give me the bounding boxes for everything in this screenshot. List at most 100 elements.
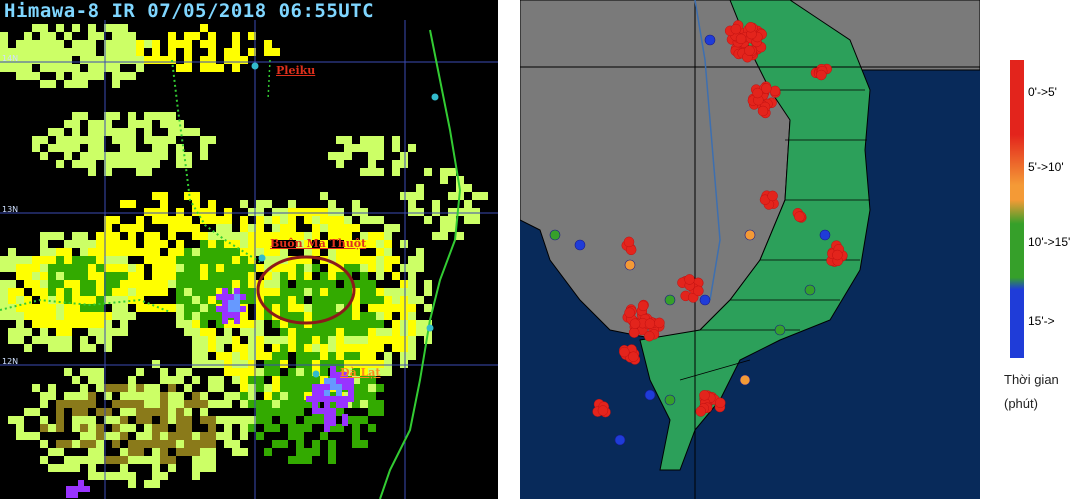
cloud-pixel [424,336,432,344]
cloud-pixel [104,408,112,416]
highlight-ellipse [256,255,356,325]
cloud-pixel [96,288,104,296]
cloud-pixel [40,232,48,240]
cloud-pixel [120,384,128,392]
cloud-pixel [384,312,392,320]
cloud-pixel [296,296,304,304]
cloud-pixel [128,264,136,272]
cloud-pixel [136,56,144,64]
cloud-pixel [360,320,368,328]
cloud-pixel [128,136,136,144]
cloud-pixel [272,320,280,328]
cloud-pixel [324,378,330,384]
cloud-pixel [64,80,72,88]
cloud-pixel [96,432,104,440]
cloud-pixel [48,128,56,136]
cloud-pixel [248,224,256,232]
cloud-pixel [112,136,120,144]
cloud-pixel [176,440,184,448]
cloud-pixel [32,408,40,416]
cloud-pixel [136,40,144,48]
cloud-pixel [240,56,248,64]
cloud-pixel [48,144,56,152]
cloud-pixel [320,224,328,232]
cloud-pixel [72,120,80,128]
lightning-strike [684,274,695,285]
cloud-pixel [296,208,304,216]
cloud-pixel [352,400,360,408]
cloud-pixel [64,248,72,256]
cloud-pixel [232,232,240,240]
cloud-pixel [128,272,136,280]
cloud-pixel [440,224,448,232]
cloud-pixel [376,256,384,264]
cloud-pixel [184,160,192,168]
cloud-pixel [288,384,296,392]
cloud-pixel [160,240,168,248]
border-dotted [171,59,261,263]
cloud-pixel [328,152,336,160]
cloud-pixel [416,248,424,256]
cloud-pixel [88,432,96,440]
cloud-pixel [184,32,192,40]
cloud-pixel [296,256,304,264]
cloud-pixel [192,248,200,256]
cloud-pixel [160,288,168,296]
cloud-pixel [320,288,328,296]
cloud-pixel [328,272,336,280]
cloud-pixel [88,128,96,136]
cloud-pixel [112,216,120,224]
cloud-pixel [224,424,232,432]
cloud-pixel [296,240,304,248]
cloud-pixel [272,280,280,288]
legend-title-line1: Thời gian [1004,372,1059,387]
cloud-pixel [96,64,104,72]
cloud-pixel [344,248,352,256]
cloud-pixel [144,168,152,176]
cloud-pixel [384,360,392,368]
cloud-pixel [344,144,352,152]
cloud-pixel [400,344,408,352]
cloud-pixel [88,448,96,456]
cloud-pixel [128,48,136,56]
cloud-pixel [336,248,344,256]
cloud-pixel [392,304,400,312]
cloud-pixel [360,312,368,320]
cloud-pixel [104,384,112,392]
cloud-pixel [224,360,232,368]
cloud-pixel [272,224,280,232]
cloud-pixel [184,248,192,256]
cloud-pixel [288,368,296,376]
cloud-pixel [288,272,296,280]
cloud-pixel [240,376,248,384]
cloud-pixel [312,264,320,272]
cloud-pixel [352,416,360,424]
cloud-pixel [136,408,144,416]
cloud-pixel [376,216,384,224]
cloud-pixel [424,168,432,176]
cloud-pixel [16,48,24,56]
cloud-pixel [456,176,464,184]
cloud-pixel [336,328,344,336]
cloud-pixel [104,472,112,480]
cloud-pixel [56,464,64,472]
cloud-pixel [24,72,32,80]
cloud-pixel [312,288,320,296]
cloud-pixel [160,432,168,440]
cloud-pixel [400,296,408,304]
cloud-pixel [208,312,216,320]
cloud-pixel [240,288,248,296]
cloud-pixel [24,296,32,304]
cloud-pixel [8,416,16,424]
cloud-pixel [304,312,312,320]
cloud-pixel [40,320,48,328]
cloud-pixel [72,136,80,144]
cloud-pixel [16,288,24,296]
cloud-pixel [32,264,40,272]
cloud-pixel [272,272,280,280]
cloud-pixel [72,400,80,408]
cloud-pixel [304,216,312,224]
cloud-pixel [216,360,224,368]
cloud-pixel [344,216,352,224]
city-dot [426,324,434,332]
